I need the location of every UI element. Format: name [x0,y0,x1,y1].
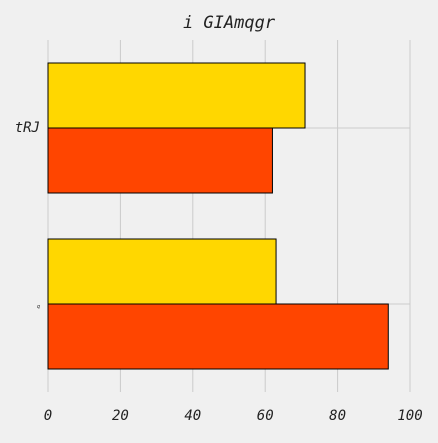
y-axis-categories: q tRJ [15,120,40,310]
x-tick-label: 40 [184,408,201,424]
bar-q-series-1 [47,238,277,305]
x-tick-label: 80 [329,408,346,424]
chart-title: i GIAmqgr [183,13,276,33]
y-category-label: q [37,304,40,310]
bar-tRJ-series-0 [47,127,273,194]
x-tick-label: 100 [397,408,422,424]
bar-tRJ-series-1 [47,62,306,129]
x-tick-label: 20 [112,408,129,424]
x-tick-label: 60 [257,408,274,424]
x-axis-ticks: 0 20 40 60 80 100 [44,408,423,424]
bar-q-series-0 [47,303,389,370]
bars [47,62,389,370]
x-tick-label: 0 [44,408,52,424]
y-category-label: tRJ [15,120,40,136]
